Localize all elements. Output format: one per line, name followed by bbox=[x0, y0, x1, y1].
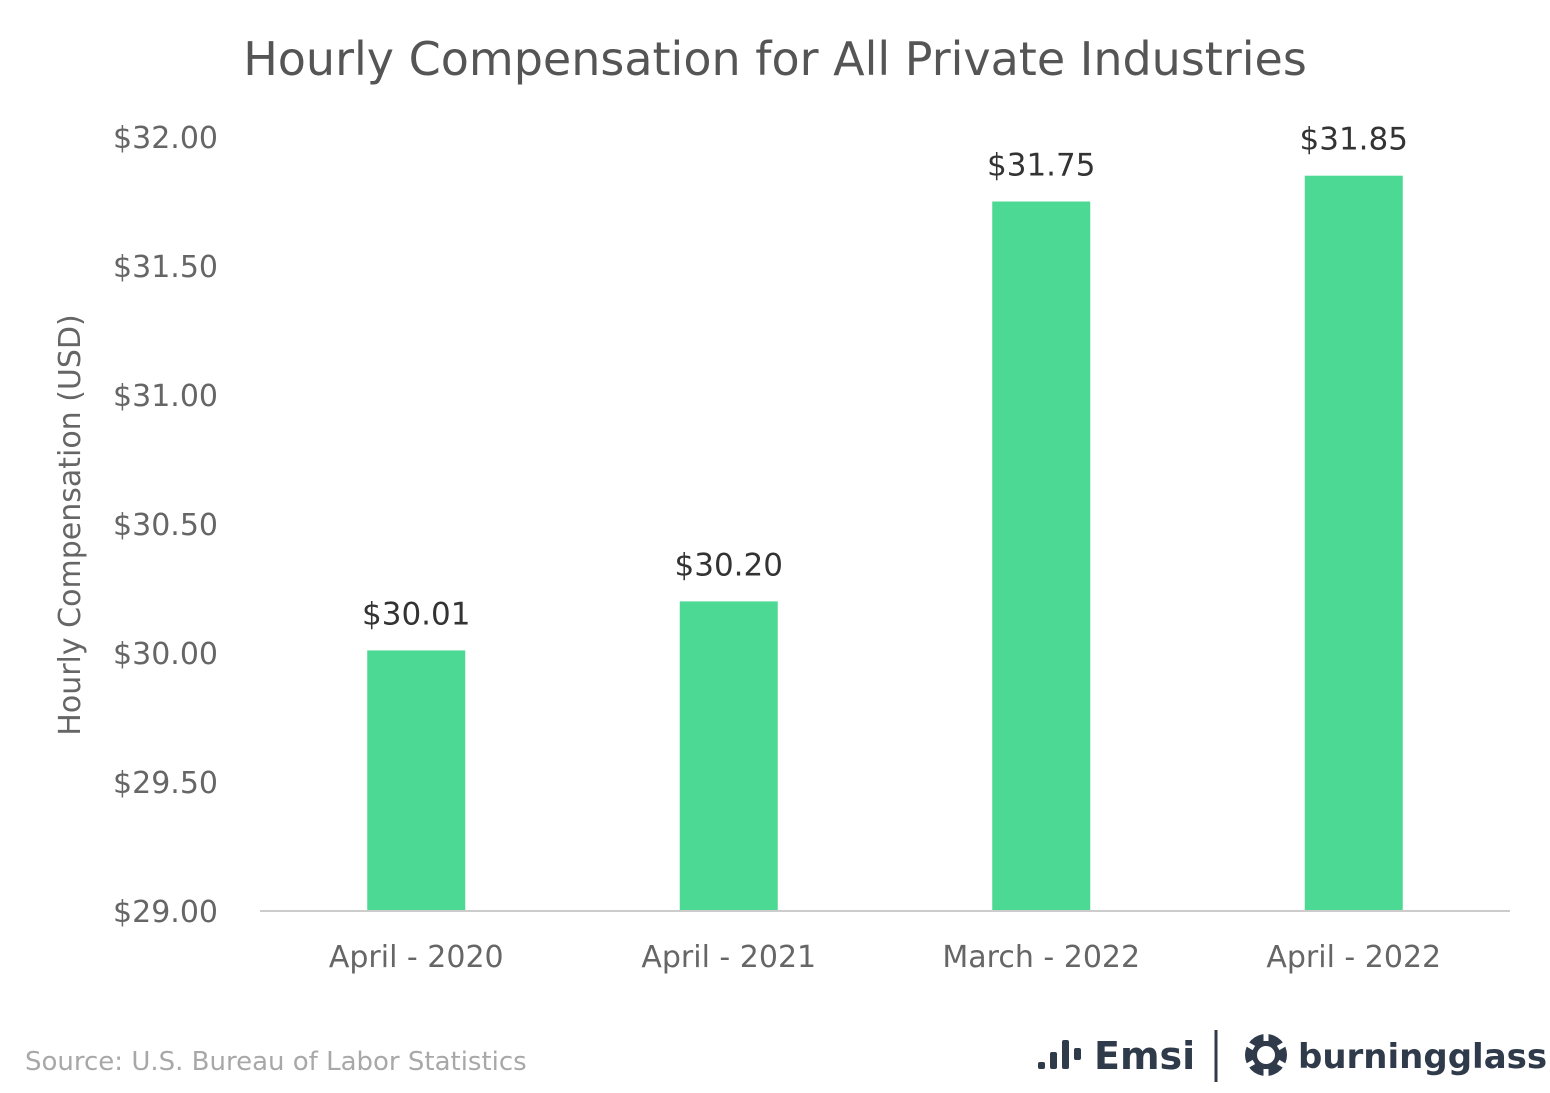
y-tick-label: $29.50 bbox=[113, 766, 218, 801]
y-axis-label: Hourly Compensation (USD) bbox=[53, 314, 88, 735]
y-ticks: $29.00 $29.50 $30.00 $30.50 $31.00 $31.50 $32.… bbox=[113, 121, 218, 930]
bars bbox=[367, 175, 1403, 911]
data-labels: $30.01 $30.20 $31.75 $31.85 bbox=[362, 122, 1408, 633]
x-tick-label: March - 2022 bbox=[942, 940, 1140, 975]
y-tick-label: $31.50 bbox=[113, 250, 218, 285]
starburst-icon bbox=[1245, 1033, 1287, 1077]
source-note: Source: U.S. Bureau of Labor Statistics bbox=[25, 1047, 527, 1077]
bar-value-label: $30.01 bbox=[362, 596, 470, 632]
emsi-logo: Emsi bbox=[1038, 1034, 1195, 1078]
y-tick-label: $31.00 bbox=[113, 379, 218, 414]
bar bbox=[1304, 175, 1403, 911]
y-tick-label: $32.00 bbox=[113, 121, 218, 156]
x-ticks: April - 2020 April - 2021 March - 2022 Apri… bbox=[329, 940, 1441, 975]
bar bbox=[992, 201, 1091, 911]
chart-title: Hourly Compensation for All Private Indu… bbox=[243, 32, 1307, 86]
burningglass-wordmark: burningglass bbox=[1298, 1037, 1547, 1077]
bars-icon bbox=[1038, 1040, 1081, 1069]
x-tick-label: April - 2022 bbox=[1266, 940, 1441, 975]
bar bbox=[367, 650, 466, 911]
bar-value-label: $31.85 bbox=[1300, 122, 1408, 158]
bar-value-label: $31.75 bbox=[987, 148, 1095, 184]
emsi-wordmark: Emsi bbox=[1094, 1034, 1195, 1078]
x-tick-label: April - 2020 bbox=[329, 940, 504, 975]
y-tick-label: $30.00 bbox=[113, 637, 218, 672]
y-tick-label: $29.00 bbox=[113, 895, 218, 930]
bar bbox=[679, 601, 778, 911]
bar-value-label: $30.20 bbox=[675, 547, 783, 583]
y-tick-label: $30.50 bbox=[113, 508, 218, 543]
x-tick-label: April - 2021 bbox=[641, 940, 816, 975]
burningglass-logo: burningglass bbox=[1245, 1033, 1547, 1077]
